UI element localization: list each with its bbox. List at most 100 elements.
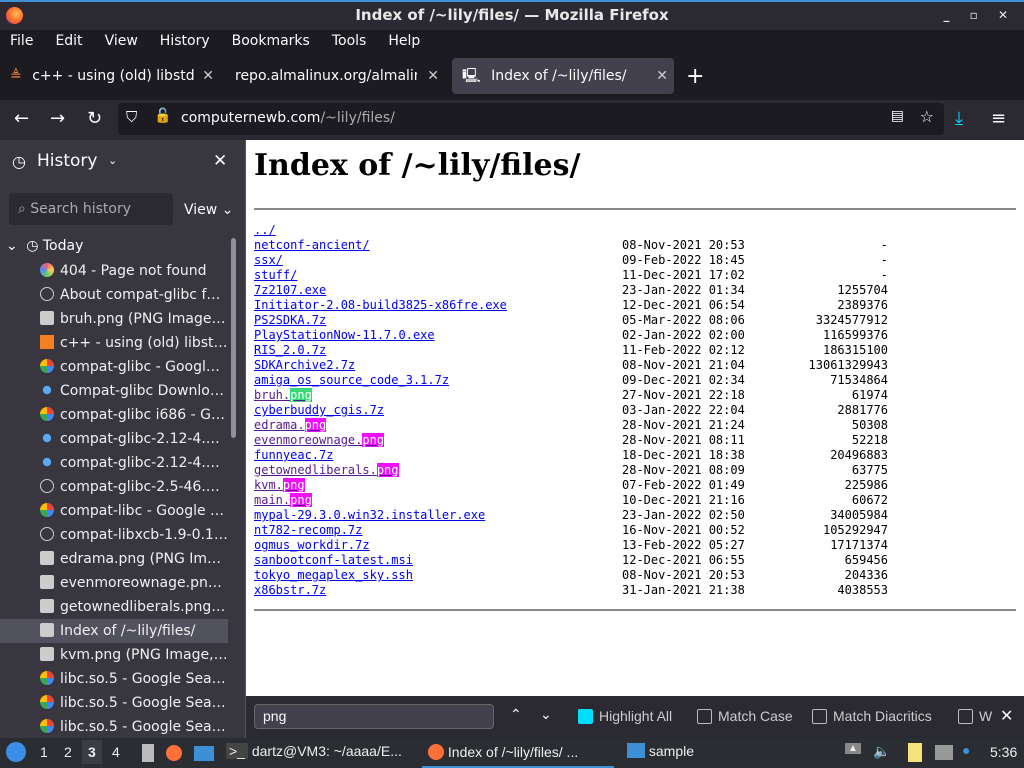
shield-icon[interactable]: ⛉ xyxy=(126,108,138,126)
file-link[interactable]: ogmus_workdir.7z xyxy=(254,538,370,552)
file-link[interactable]: funnyeac.7z xyxy=(254,448,333,462)
file-link[interactable]: ssx/ xyxy=(254,253,283,267)
close-sidebar-button[interactable]: ✕ xyxy=(213,151,228,171)
sidebar-title[interactable]: History xyxy=(37,151,98,171)
file-link[interactable]: RIS_2.0.7z xyxy=(254,343,326,357)
file-link[interactable]: evenmoreownage.png xyxy=(254,433,385,447)
workspace-3[interactable]: 3 xyxy=(82,740,102,764)
file-link[interactable]: cyberbuddy_cgis.7z xyxy=(254,403,384,417)
file-link[interactable]: sanbootconf-latest.msi xyxy=(254,553,413,567)
file-link[interactable]: x86bstr.7z xyxy=(254,583,326,597)
close-find-bar-button[interactable]: ✕ xyxy=(1000,708,1014,725)
tab-stackoverflow[interactable]: ≜ c++ - using (old) libstdc++ ✕ xyxy=(0,58,220,94)
match-case-checkbox[interactable]: Match Case xyxy=(697,708,805,724)
task-firefox[interactable]: Index of /~lily/files/ ... xyxy=(422,738,614,768)
whole-words-checkbox[interactable]: W xyxy=(958,708,994,724)
file-link[interactable]: amiga_os_source_code_3.1.7z xyxy=(254,373,449,387)
menu-history[interactable]: History xyxy=(159,33,210,49)
history-item[interactable]: libc.so.5 - Google Search xyxy=(40,691,228,715)
back-button[interactable]: ← xyxy=(14,108,30,129)
file-link[interactable]: PS2SDKA.7z xyxy=(254,313,326,327)
lock-icon[interactable]: 🔓 xyxy=(154,108,172,124)
clock[interactable]: 5:36 xyxy=(990,744,1018,760)
task-sample[interactable]: sample xyxy=(627,743,694,759)
history-item[interactable]: compat-glibc-2.5-46.2.0... xyxy=(40,475,228,499)
file-link[interactable]: stuff/ xyxy=(254,268,297,282)
tray-up-icon[interactable]: ▲ xyxy=(845,743,861,754)
file-link[interactable]: kvm.png xyxy=(254,478,305,492)
sidebar-splitter[interactable] xyxy=(245,140,246,738)
view-button[interactable]: View ⌄ xyxy=(184,202,234,218)
find-previous-button[interactable]: ⌃ xyxy=(510,706,522,722)
history-item[interactable]: compat-glibc-2.12-4.el7... xyxy=(40,451,228,475)
files-launcher-icon[interactable] xyxy=(142,744,154,762)
history-item[interactable]: kvm.png (PNG Image, 1... xyxy=(40,643,228,667)
history-item[interactable]: evenmoreownage.png (... xyxy=(40,571,228,595)
volume-icon[interactable]: 🔈 xyxy=(873,743,891,759)
workspace-2[interactable]: 2 xyxy=(64,744,72,760)
search-history-input[interactable]: ⌕ Search history xyxy=(9,193,173,225)
history-item[interactable]: libc.so.5 - Google Search xyxy=(40,667,228,691)
file-link[interactable]: 7z2107.exe xyxy=(254,283,326,297)
start-menu-icon[interactable] xyxy=(6,742,26,762)
history-item[interactable]: Compat-glibc Download ... xyxy=(40,379,228,403)
workspace-4[interactable]: 4 xyxy=(112,744,120,760)
menu-help[interactable]: Help xyxy=(388,33,421,49)
folder-launcher-icon[interactable] xyxy=(194,746,214,761)
file-link[interactable]: edrama.png xyxy=(254,418,327,432)
url-bar[interactable]: ⛉ 🔓 computernewb.com/~lily/files/ ▤ ☆ xyxy=(118,103,944,135)
reader-view-icon[interactable]: ▤ xyxy=(890,108,904,124)
history-item[interactable]: bruh.png (PNG Image, 8... xyxy=(40,307,228,331)
highlight-all-checkbox[interactable]: Highlight All xyxy=(578,708,690,724)
file-link[interactable]: netconf-ancient/ xyxy=(254,238,370,252)
history-group-today[interactable]: ⌄ ◷ Today xyxy=(6,236,83,256)
menu-edit[interactable]: Edit xyxy=(55,33,83,49)
history-item[interactable]: compat-glibc i686 - Goo... xyxy=(40,403,228,427)
history-item[interactable]: compat-glibc-2.12-4.el7... xyxy=(40,427,228,451)
find-next-button[interactable]: ⌄ xyxy=(540,706,552,722)
notification-icon[interactable]: ● xyxy=(962,742,971,758)
history-item[interactable]: libc.so.5 - Google Search xyxy=(40,715,228,739)
close-tab-icon[interactable]: ✕ xyxy=(202,68,214,84)
file-link[interactable]: main.png xyxy=(254,493,312,507)
history-item[interactable]: edrama.png (PNG Imag... xyxy=(40,547,228,571)
hamburger-menu-icon[interactable]: ≡ xyxy=(991,108,1007,129)
file-link[interactable]: ../ xyxy=(254,223,276,237)
firefox-launcher-icon[interactable] xyxy=(166,745,182,761)
menu-view[interactable]: View xyxy=(104,33,138,49)
history-item[interactable]: getownedliberals.png (P... xyxy=(40,595,228,619)
new-tab-button[interactable]: + xyxy=(686,64,705,89)
history-item[interactable]: Index of /~lily/files/ xyxy=(0,619,228,643)
history-item[interactable]: About compat-glibc for ... xyxy=(40,283,228,307)
tab-almalinux[interactable]: repo.almalinux.org/almalinux ✕ xyxy=(225,58,445,94)
task-terminal[interactable]: >_ dartz@VM3: ~/aaaa/E... xyxy=(226,743,416,759)
chevron-down-icon[interactable]: ⌄ xyxy=(108,154,118,167)
file-link[interactable]: nt782-recomp.7z xyxy=(254,523,362,537)
history-item[interactable]: c++ - using (old) libstdc... xyxy=(40,331,228,355)
file-link[interactable]: getownedliberals.png xyxy=(254,463,399,477)
history-item[interactable]: compat-libc - Google Se... xyxy=(40,499,228,523)
file-link[interactable]: Initiator-2.08-build3825-x86fre.exe xyxy=(254,298,507,312)
menu-bookmarks[interactable]: Bookmarks xyxy=(231,33,310,49)
file-link[interactable]: mypal-29.3.0.win32.installer.exe xyxy=(254,508,485,522)
bookmark-star-icon[interactable]: ☆ xyxy=(919,107,934,126)
history-item[interactable]: compat-libxcb-1.9-0.1.el... xyxy=(40,523,228,547)
find-input[interactable]: png xyxy=(254,704,494,729)
close-tab-icon[interactable]: ✕ xyxy=(427,68,439,84)
file-link[interactable]: bruh.png xyxy=(254,388,312,402)
match-diacritics-checkbox[interactable]: Match Diacritics xyxy=(812,708,952,724)
menu-tools[interactable]: Tools xyxy=(331,33,367,49)
workspace-1[interactable]: 1 xyxy=(40,744,48,760)
close-tab-icon[interactable]: ✕ xyxy=(656,68,668,84)
history-item[interactable]: 404 - Page not found xyxy=(40,259,228,283)
downloads-icon[interactable]: ⤓ xyxy=(955,108,963,129)
file-link[interactable]: PlayStationNow-11.7.0.exe xyxy=(254,328,435,342)
network-icon[interactable] xyxy=(935,745,953,760)
history-item[interactable]: compat-glibc - Google S... xyxy=(40,355,228,379)
sidebar-scrollbar[interactable] xyxy=(231,238,236,438)
window-controls[interactable]: _ ▫ ✕ xyxy=(943,8,1016,22)
tab-index[interactable]: 🖳 Index of /~lily/files/ ✕ xyxy=(452,58,674,94)
file-link[interactable]: SDKArchive2.7z xyxy=(254,358,355,372)
file-link[interactable]: tokyo_megaplex_sky.ssh xyxy=(254,568,413,582)
forward-button[interactable]: → xyxy=(50,108,66,129)
